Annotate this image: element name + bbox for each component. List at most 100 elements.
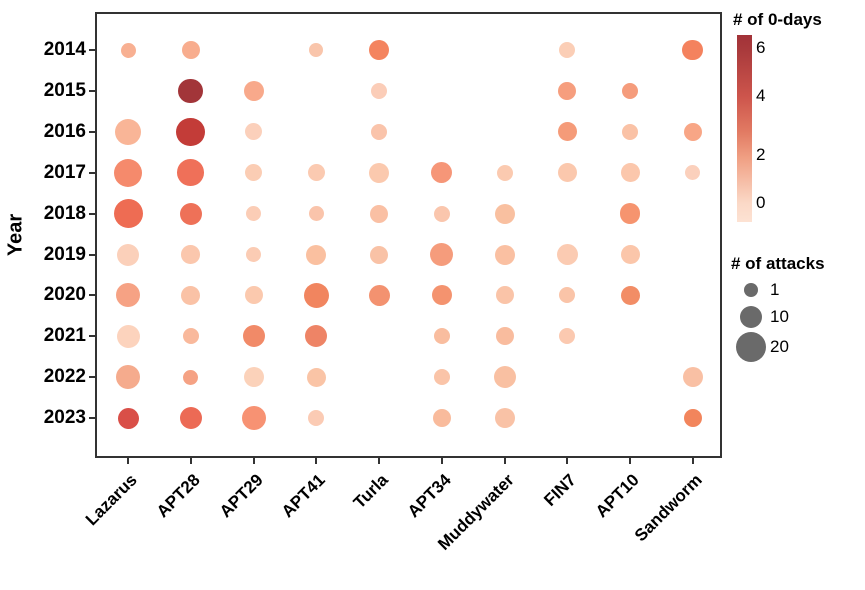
y-tick-label-2019: 2019 [43,243,86,265]
bubble-Muddywater-2019 [494,244,515,265]
bubble-APT29-2019 [246,247,261,262]
bubble-APT10-2015 [622,82,638,99]
x-tick-label-FIN7: FIN7 [540,470,580,510]
bubble-APT34-2020 [431,285,452,306]
bubble-APT10-2016 [622,123,638,140]
bubble-APT28-2019 [181,245,201,264]
bubble-APT10-2017 [620,163,640,183]
bubble-APT29-2016 [245,123,262,141]
x-tick-mark [503,458,506,464]
bubble-Sandworm-2022 [682,367,703,388]
bubble-APT28-2021 [182,328,199,345]
bubble-APT41-2017 [307,164,325,182]
color-legend-title: # of 0-days [733,10,822,29]
bubble-Turla-2019 [370,245,388,264]
bubble-Lazarus-2023 [117,407,139,429]
bubble-Muddywater-2018 [494,203,515,224]
colorbar-tick-label-6: 6 [756,38,766,57]
x-tick-label-Muddywater: Muddywater [433,470,518,554]
bubble-APT41-2021 [305,325,328,348]
bubble-APT10-2018 [619,203,641,224]
y-tick-label-2022: 2022 [43,366,86,388]
bubble-Turla-2016 [371,123,387,140]
y-tick-mark [89,89,95,92]
bubble-APT41-2022 [306,367,326,387]
bubble-Sandworm-2023 [683,409,702,428]
x-tick-label-Turla: Turla [349,470,392,513]
size-legend-title: # of attacks [731,254,825,273]
bubble-Lazarus-2019 [117,243,139,266]
y-tick-label-2018: 2018 [43,202,86,224]
y-tick-mark [89,171,95,174]
bubble-Muddywater-2017 [496,164,513,181]
bubble-FIN7-2019 [556,244,578,265]
x-tick-label-Lazarus: Lazarus [81,470,141,530]
bubble-Muddywater-2020 [495,286,514,305]
y-tick-mark [89,253,95,256]
bubble-APT28-2017 [177,159,205,186]
bubble-APT34-2017 [431,162,453,184]
bubble-Lazarus-2020 [116,283,140,308]
bubble-APT41-2023 [308,410,325,427]
colorbar-gradient [737,35,752,222]
y-tick-label-2021: 2021 [43,325,86,347]
bubble-FIN7-2020 [559,287,576,304]
bubble-Muddywater-2021 [495,327,514,346]
bubble-APT34-2018 [433,205,450,222]
bubble-FIN7-2014 [559,42,576,58]
bubble-APT34-2019 [430,243,454,266]
bubble-APT28-2015 [178,78,204,104]
x-tick-mark [691,458,694,464]
bubble-Turla-2018 [370,204,388,223]
y-tick-mark [89,294,95,297]
x-tick-mark [440,458,443,464]
bubble-APT29-2022 [243,367,264,388]
size-legend-circle-10 [740,306,762,328]
y-tick-mark [89,130,95,133]
x-tick-mark [189,458,192,464]
size-legend-label-10: 10 [770,307,789,326]
bubble-APT28-2023 [179,407,202,430]
bubble-APT29-2015 [243,80,264,101]
y-tick-label-2020: 2020 [43,284,86,306]
colorbar-tick-label-2: 2 [756,145,766,164]
bubble-APT28-2014 [181,41,200,59]
y-tick-mark [89,376,95,379]
y-tick-mark [89,212,95,215]
x-tick-label-APT10: APT10 [591,470,643,522]
x-tick-label-APT34: APT34 [403,470,455,522]
plot-area [95,12,722,458]
bubble-APT41-2014 [309,43,324,57]
x-tick-label-APT28: APT28 [152,470,204,522]
bubble-APT29-2017 [245,164,262,182]
colorbar-tick-label-0: 0 [756,193,766,212]
bubble-Sandworm-2017 [685,165,701,181]
y-tick-label-2023: 2023 [43,407,86,429]
bubble-APT34-2022 [433,369,450,386]
bubble-Lazarus-2018 [113,199,143,229]
x-tick-mark [378,458,380,464]
x-tick-label-Sandworm: Sandworm [630,470,706,546]
size-legend-label-20: 20 [770,337,789,356]
bubble-Muddywater-2022 [493,366,516,389]
bubble-APT28-2020 [181,285,201,305]
bubble-APT29-2023 [241,406,266,431]
bubble-FIN7-2017 [557,163,577,183]
bubble-Turla-2015 [371,82,387,99]
bubble-APT29-2018 [246,206,261,222]
size-legend-circle-1 [743,282,759,298]
bubble-APT41-2018 [308,206,324,222]
y-tick-label-2015: 2015 [43,79,86,101]
bubble-Lazarus-2016 [114,118,142,146]
bubble-APT29-2020 [244,286,263,305]
bubble-Turla-2017 [369,162,389,183]
colorbar-tick-label-4: 4 [756,86,766,105]
y-tick-label-2017: 2017 [43,161,86,183]
bubble-Lazarus-2021 [116,324,140,348]
size-legend-circle-20 [736,332,766,362]
bubble-Turla-2014 [369,40,389,60]
bubble-APT10-2020 [620,285,640,305]
bubble-APT28-2022 [183,369,199,385]
x-tick-mark [566,458,569,464]
